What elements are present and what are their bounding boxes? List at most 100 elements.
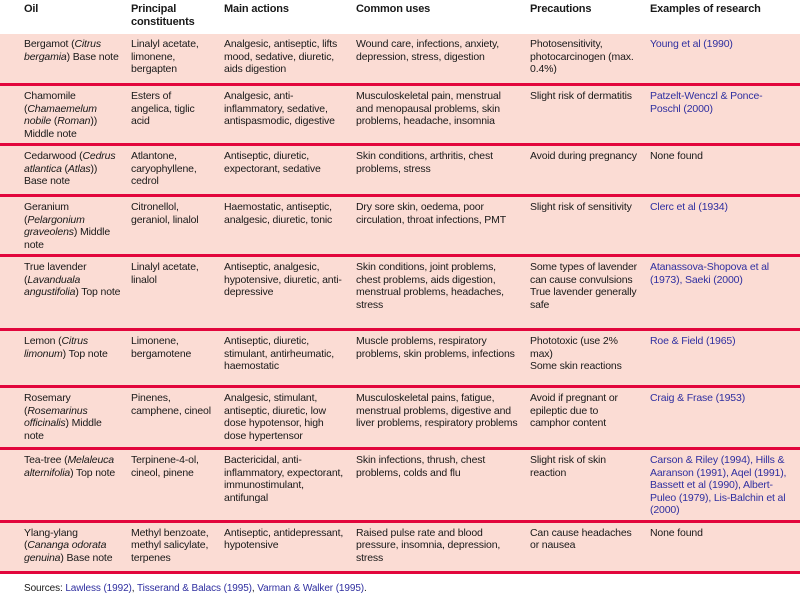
cell-examples-of-research: Clerc et al (1934) [650,195,800,257]
cell-oil: Geranium (Pelargonium graveolens) Middle… [0,195,131,257]
sources-line: Sources: Lawless (1992), Tisserand & Bal… [0,573,800,603]
column-header-main-actions: Main actions [224,0,356,34]
cell-examples-of-research: Roe & Field (1965) [650,329,800,388]
table-row: Tea-tree (Melaleuca alternifolia) Top no… [0,448,800,523]
cell-examples-of-research: Craig & Frase (1953) [650,386,800,450]
citation-link[interactable]: Atanassova-Shopova et al (1973), Saeki (… [650,261,769,286]
column-header-principal-constituents: Principal constituents [131,0,224,34]
cell-principal-constituents: Atlantone, caryophyllene, cedrol [131,144,224,197]
cell-precautions: Can cause headaches or nausea [530,521,650,574]
citation-link[interactable]: Carson & Riley (1994), Hills & Aaranson … [650,454,787,516]
table-row: Bergamot (Citrus bergamia) Base note Lina… [0,34,800,86]
cell-main-actions: Antiseptic, diuretic, expectorant, sedat… [224,144,356,197]
cell-common-uses: Raised pulse rate and blood pressure, in… [356,521,530,574]
text-segment: True lavender ( [24,261,87,286]
cell-main-actions: Antiseptic, diuretic, stimulant, antirhe… [224,329,356,388]
cell-common-uses: Musculoskeletal pains, fatigue, menstrua… [356,386,530,450]
cell-oil: True lavender (Lavanduala angustifolia) … [0,255,131,331]
text-segment: )) Middle note [24,115,98,140]
text-segment: Cedarwood ( [24,150,83,162]
text-segment: ) Top note [75,286,121,298]
cell-common-uses: Skin infections, thrush, chest problems,… [356,448,530,523]
column-header-precautions: Precautions [530,0,650,34]
cell-principal-constituents: Linalyl acetate, linalol [131,255,224,331]
cell-precautions: Avoid if pregnant or epileptic due to ca… [530,386,650,450]
cell-examples-of-research: Atanassova-Shopova et al (1973), Saeki (… [650,255,800,331]
citation-link[interactable]: Tisserand & Balacs (1995) [136,582,252,594]
citation-link[interactable]: Craig & Frase (1953) [650,392,746,404]
species-name: Lavanduala angustifolia [24,273,81,299]
text-segment: ) Base note [66,50,119,63]
species-name: Cananga odorata genuina [24,539,107,564]
column-header-common-uses: Common uses [356,0,530,34]
cell-precautions: Slight risk of dermatitis [530,84,650,146]
text-segment: ( [61,162,69,175]
text-segment: Rosemary ( [24,392,71,417]
cell-precautions: Photosensitivity, photocarcinogen (max. … [530,34,650,86]
table-row: Chamomile (Chamaemelum nobile (Roman)) M… [0,84,800,146]
citation-link[interactable]: Clerc et al (1934) [650,201,728,213]
cell-main-actions: Haemostatic, antiseptic, analgesic, diur… [224,195,356,257]
text-segment: ( [51,115,58,127]
cell-oil: Rosemary (Rosemarinus officinalis) Middl… [0,386,131,450]
text-segment: Lemon ( [24,335,62,347]
species-name: Citrus bergamia [24,38,101,63]
cell-principal-constituents: Limonene, bergamotene [131,329,224,388]
text-segment: Ylang-ylang ( [24,526,78,552]
species-name: Atlas [67,162,91,175]
text-segment: ) Middle note [24,226,111,251]
cell-main-actions: Antiseptic, antidepressant, hypotensive [224,521,356,574]
species-name: Pelargonium graveolens [24,213,85,239]
text-segment: )) Base note [24,162,98,188]
cell-common-uses: Musculoskeletal pain, menstrual and meno… [356,84,530,146]
cell-oil: Chamomile (Chamaemelum nobile (Roman)) M… [0,84,131,146]
cell-main-actions: Antiseptic, analgesic, hypotensive, diur… [224,255,356,331]
cell-common-uses: Wound care, infections, anxiety, depress… [356,34,530,86]
text-segment: ) Middle note [24,417,102,442]
species-name: Citrus limonum [24,335,89,360]
cell-main-actions: Analgesic, antiseptic, lifts mood, sedat… [224,34,356,86]
text-segment: Tea-tree ( [24,454,68,466]
cell-oil: Ylang-ylang (Cananga odorata genuina) Ba… [0,521,131,574]
species-name: Roman [57,115,91,127]
citation-link[interactable]: Roe & Field (1965) [650,335,736,347]
cell-common-uses: Muscle problems, respiratory problems, s… [356,329,530,388]
table-row: Rosemary (Rosemarinus officinalis) Middl… [0,386,800,450]
cell-oil: Bergamot (Citrus bergamia) Base note [0,34,131,86]
essential-oils-table: Oil Principal constituents Main actions … [0,0,800,574]
citation-link[interactable]: Young et al (1990) [650,38,733,50]
cell-examples-of-research: None found [650,521,800,574]
cell-oil: Tea-tree (Melaleuca alternifolia) Top no… [0,448,131,523]
cell-principal-constituents: Pinenes, camphene, cineol [131,386,224,450]
text-segment: None found [650,526,703,539]
column-header-examples-of-research: Examples of research [650,0,800,34]
table-row: Lemon (Citrus limonum) Top note Limonene,… [0,329,800,388]
text-segment: . [364,582,367,594]
table-row: True lavender (Lavanduala angustifolia) … [0,255,800,331]
cell-principal-constituents: Methyl benzoate, methyl salicylate, terp… [131,521,224,574]
text-segment: Sources: [24,582,66,594]
cell-examples-of-research: Carson & Riley (1994), Hills & Aaranson … [650,448,800,523]
table-row: Geranium (Pelargonium graveolens) Middle… [0,195,800,257]
text-segment: ) Top note [62,347,108,360]
species-name: Rosemarinus officinalis [24,404,88,430]
table-row: Cedarwood (Cedrus atlantica (Atlas)) Bas… [0,144,800,197]
species-name: Melaleuca alternifolia [24,454,114,479]
cell-common-uses: Dry sore skin, oedema, poor circulation,… [356,195,530,257]
text-segment: None found [650,150,703,162]
cell-common-uses: Skin conditions, arthritis, chest proble… [356,144,530,197]
citation-link[interactable]: Lawless (1992) [65,582,132,594]
cell-precautions: Avoid during pregnancy [530,144,650,197]
text-segment: ) Base note [60,551,113,564]
cell-main-actions: Analgesic, stimulant, antiseptic, diuret… [224,386,356,450]
cell-oil: Lemon (Citrus limonum) Top note [0,329,131,388]
cell-principal-constituents: Terpinene-4-ol, cineol, pinene [131,448,224,523]
cell-common-uses: Skin conditions, joint problems, chest p… [356,255,530,331]
cell-precautions: Slight risk of skin reaction [530,448,650,523]
citation-link[interactable]: Varman & Walker (1995) [257,582,365,594]
cell-precautions: Phototoxic (use 2% max) Some skin reacti… [530,329,650,388]
header-row: Oil Principal constituents Main actions … [0,0,800,34]
text-segment: Geranium ( [24,201,69,226]
citation-link[interactable]: Patzelt-Wenczl & Ponce-Poschl (2000) [650,90,763,115]
